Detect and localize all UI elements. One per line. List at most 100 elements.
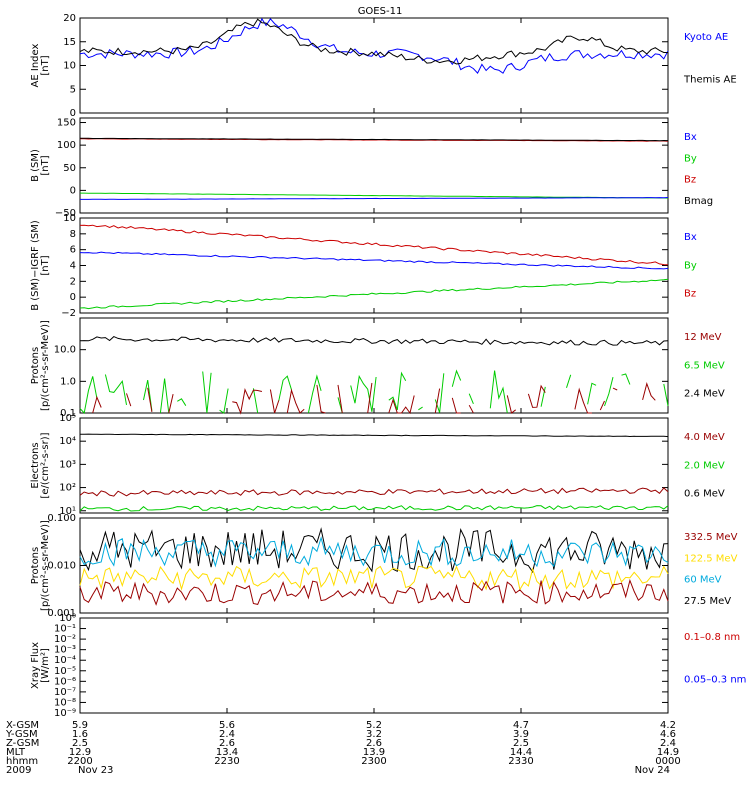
legend-entry: 332.5 MeV xyxy=(684,532,738,543)
y-tick-label: 0.010 xyxy=(47,561,76,572)
panel-5: 10¹ 10² 10³ 10⁴ 10⁵ Electrons [e/(cm²-s-sr)] 4.… xyxy=(30,413,725,517)
y-tick-label: 10⁻⁷ xyxy=(54,687,76,698)
series-line-4-0-mev xyxy=(79,487,669,497)
series-line-12-mev xyxy=(367,382,373,414)
series-line-12-mev xyxy=(612,387,618,391)
series-line-6-5-mev xyxy=(307,374,322,414)
y-tick-label: 10⁻⁶ xyxy=(54,676,76,687)
y-axis-label: Protons xyxy=(30,347,41,384)
x-axis-value: 2.6 xyxy=(366,738,382,749)
y-tick-label: 15 xyxy=(63,37,76,48)
y-tick-label: 8 xyxy=(70,229,76,240)
panel-frame xyxy=(79,17,669,114)
x-axis-value: 12.9 xyxy=(69,747,91,758)
series-line-12-mev xyxy=(468,404,474,414)
legend-entry: Bmag xyxy=(684,196,713,207)
series-line-6-5-mev xyxy=(202,371,212,414)
series-line-6-5-mev xyxy=(566,374,572,388)
y-tick-label: 20 xyxy=(63,13,76,24)
series-line-bx xyxy=(80,197,669,200)
panel-3: −2 0 2 4 6 8 10 B (SM)−IGRF (SM) [nT] Bx By Bz xyxy=(30,213,697,319)
panel-frame xyxy=(79,217,669,314)
series-line-12-mev xyxy=(642,382,656,401)
y-tick-label: 10 xyxy=(63,61,76,72)
series-line-6-5-mev xyxy=(604,376,614,407)
series-line-6-5-mev xyxy=(418,406,423,411)
x-axis-value: Nov 23 xyxy=(78,765,113,776)
y-tick-label: 2 xyxy=(70,276,76,287)
panel-2: −50 0 50 100 150 B (SM) [nT] Bx By Bz Bmag xyxy=(30,117,713,219)
x-axis-row-label: Y-GSM xyxy=(5,729,38,740)
y-axis-label: [p/(cm²-s-sr-MeV)] xyxy=(40,520,51,611)
y-tick-label: 6 xyxy=(70,245,76,256)
panel-4: 0.1 1.0 10.0 Protons [p/(cm²-s-sr-MeV)] 12 Me… xyxy=(30,317,725,419)
y-tick-label: 10⁻² xyxy=(54,634,76,645)
y-tick-label: 100 xyxy=(57,140,76,151)
legend-entry: 27.5 MeV xyxy=(684,596,731,607)
series-line-12-mev xyxy=(269,389,280,414)
series-line-6-5-mev xyxy=(79,376,98,415)
x-axis-value: 2300 xyxy=(361,756,386,767)
legend-entry: 4.0 MeV xyxy=(684,432,725,443)
series-line-6-5-mev xyxy=(451,369,462,387)
series-line-6-5-mev xyxy=(468,393,474,404)
series-line-2-0-mev xyxy=(79,505,669,512)
y-tick-label: 10⁴ xyxy=(59,436,76,447)
x-axis-table: X-GSMY-GSMZ-GSMMLThhmm20095.91.62.512.92… xyxy=(5,720,681,776)
series-line-6-5-mev xyxy=(489,370,508,414)
plot-title: GOES-11 xyxy=(358,6,403,17)
series-line-12-mev xyxy=(599,400,605,411)
y-tick-label: 50 xyxy=(63,163,76,174)
y-tick-label: 150 xyxy=(57,118,76,129)
y-tick-label: −50 xyxy=(55,208,76,219)
x-axis-value: 3.2 xyxy=(366,729,382,740)
series-line-6-5-mev xyxy=(219,388,229,414)
x-axis-value: 2.6 xyxy=(219,738,235,749)
x-axis-value: 2.5 xyxy=(72,738,88,749)
x-axis-value: 4.7 xyxy=(513,720,529,731)
legend-entry: 0.05–0.3 nm xyxy=(684,675,746,686)
y-tick-label: −2 xyxy=(61,308,76,319)
x-axis-value: 2200 xyxy=(67,756,92,767)
series-line-12-mev xyxy=(126,393,132,407)
series-line-kyoto-ae xyxy=(79,17,669,74)
legend-entry: Bx xyxy=(684,232,697,243)
x-axis-value: 5.2 xyxy=(366,720,382,731)
series-line-6-5-mev xyxy=(540,386,546,407)
series-line-12-mev xyxy=(232,388,263,415)
y-tick-label: 10⁻⁴ xyxy=(54,655,76,666)
series-line-2-4-mev xyxy=(79,336,669,346)
y-axis-label: B (SM) xyxy=(30,149,41,182)
y-tick-label: 10 xyxy=(63,213,76,224)
series-line-12-mev xyxy=(574,387,592,414)
series-line-by xyxy=(80,192,669,199)
series-line-12-mev xyxy=(168,393,174,414)
series-line-6-5-mev xyxy=(388,371,407,411)
y-tick-label: 0 xyxy=(70,292,76,303)
legend-entry: By xyxy=(684,260,697,271)
series-line-12-mev xyxy=(527,384,546,408)
y-axis-label: [W/m²] xyxy=(40,648,51,683)
x-axis-row-label: MLT xyxy=(6,747,26,758)
series-line-122-5-mev xyxy=(79,565,669,591)
series-line-6-5-mev xyxy=(252,388,259,414)
y-tick-label: 10⁻⁵ xyxy=(54,666,76,677)
series-line-12-mev xyxy=(337,384,343,414)
legend-entry: 2.0 MeV xyxy=(684,460,725,471)
series-line-bx xyxy=(79,251,669,270)
series-line-by xyxy=(79,278,669,310)
legend-entry: Kyoto AE xyxy=(684,32,728,43)
series-line-12-mev xyxy=(147,387,153,412)
series-line-6-5-mev xyxy=(143,379,153,411)
x-axis-value: Nov 24 xyxy=(635,765,670,776)
y-tick-label: 10⁻¹ xyxy=(54,624,76,635)
y-tick-label: 10⁻⁹ xyxy=(54,708,76,719)
y-tick-label: 10⁻³ xyxy=(54,645,76,656)
x-axis-value: 2.4 xyxy=(219,729,235,740)
legend-entry: 2.4 MeV xyxy=(684,389,725,400)
x-axis-value: 2330 xyxy=(508,756,533,767)
series-line-6-5-mev xyxy=(350,374,377,412)
